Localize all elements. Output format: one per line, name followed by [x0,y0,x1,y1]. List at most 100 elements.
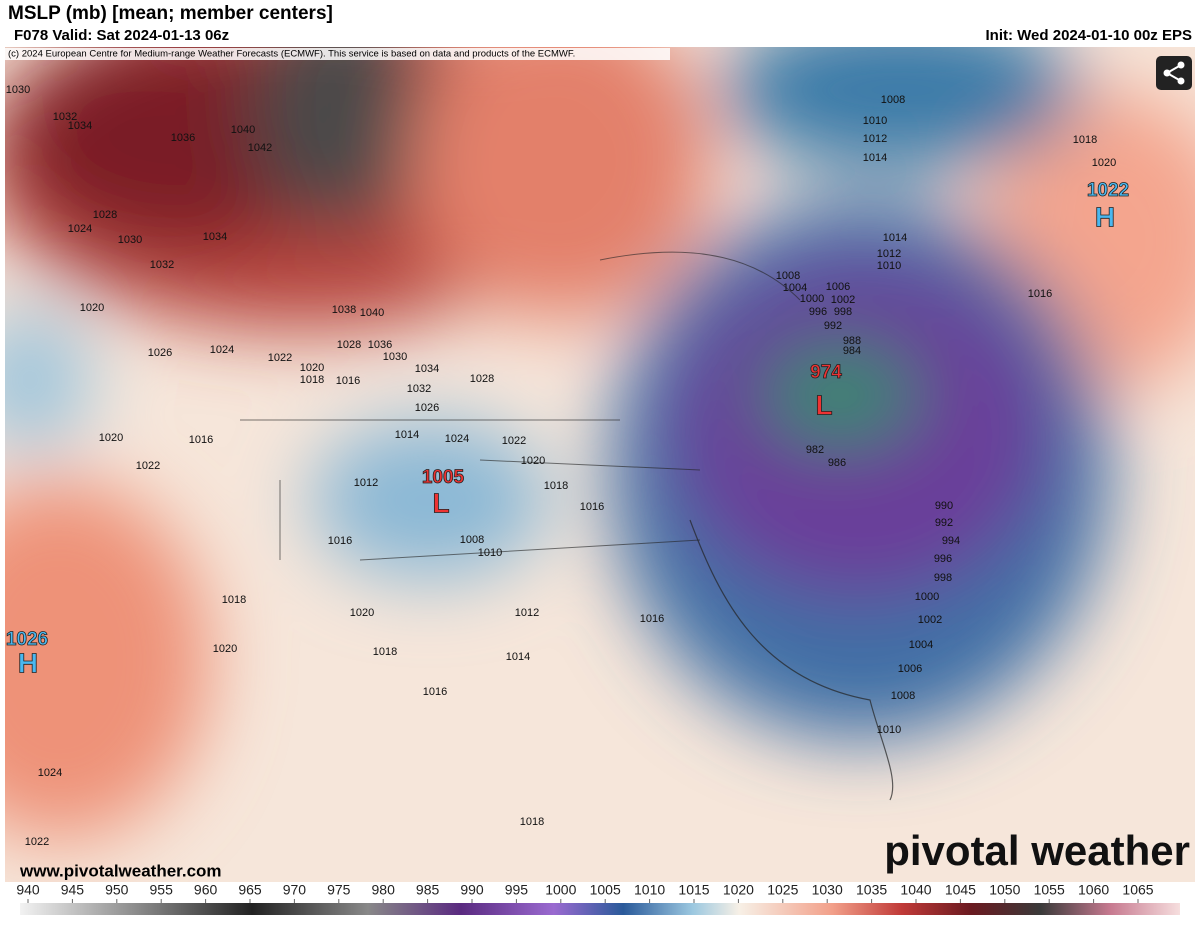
isobar-label: 984 [843,345,861,357]
isobar-label: 992 [935,517,953,529]
colorbar-tick-label: 960 [194,882,218,898]
isobar-label: 1018 [300,374,324,386]
isobar-label: 1034 [68,120,92,132]
center-value: 1005 [422,467,465,488]
isobar-label: 1018 [373,646,397,658]
isobar-label: 1004 [783,282,807,294]
colorbar-tick-label: 1045 [945,882,976,898]
colorbar-tick-label: 1055 [1034,882,1065,898]
isobar-label: 1018 [520,816,544,828]
colorbar-tick-label: 1025 [767,882,798,898]
isobar-label: 996 [934,553,952,565]
colorbar-tick-label: 1010 [634,882,665,898]
center-letter: L [432,487,449,518]
colorbar-tick-label: 940 [16,882,40,898]
isobar-label: 1030 [383,351,407,363]
isobar-label: 1014 [395,429,419,441]
isobar-label: 1016 [580,501,604,513]
isobar-label: 1024 [38,767,62,779]
isobar-label: 1022 [268,352,292,364]
colorbar-tick-label: 945 [61,882,85,898]
isobar-label: 1024 [210,344,234,356]
isobar-label: 1000 [800,293,824,305]
isobar-label: 1026 [415,402,439,414]
isobar-label: 1020 [300,362,324,374]
map [5,47,1195,882]
credit-bg [5,48,670,60]
isobar-label: 1030 [6,84,30,96]
isobar-label: 982 [806,444,824,456]
isobar-label: 1010 [877,260,901,272]
valid-time: F078 Valid: Sat 2024-01-13 06z [14,27,229,44]
isobar-label: 1020 [521,455,545,467]
colorbar-tick-label: 1050 [989,882,1020,898]
isobar-label: 1020 [350,607,374,619]
isobar-label: 1040 [231,124,255,136]
colorbar-tick-label: 975 [327,882,351,898]
isobar-label: 1020 [1092,157,1116,169]
center-letter: L [815,389,832,420]
isobar-label: 1006 [826,281,850,293]
brand: pivotal weather [884,827,1190,874]
isobar-label: 1022 [502,435,526,447]
colorbar-tick-label: 1020 [723,882,754,898]
isobar-label: 1018 [222,594,246,606]
isobar-label: 1036 [368,339,392,351]
isobar-label: 990 [935,500,953,512]
isobar-label: 1004 [909,639,933,651]
isobar-label: 1018 [544,480,568,492]
isobar-label: 992 [824,320,842,332]
colorbar-tick-label: 985 [416,882,440,898]
colorbar-tick-label: 990 [460,882,484,898]
colorbar-tick-label: 1000 [545,882,576,898]
isobar-label: 1028 [470,373,494,385]
isobar-label: 1006 [898,663,922,675]
isobar-label: 1040 [360,307,384,319]
isobar-label: 1008 [776,270,800,282]
isobar-label: 1018 [1073,134,1097,146]
isobar-label: 1036 [171,132,195,144]
isobar-label: 1010 [863,115,887,127]
isobar-label: 1024 [68,223,92,235]
isobar-label: 986 [828,457,846,469]
isobar-label: 1016 [328,535,352,547]
isobar-label: 1002 [831,294,855,306]
isobar-label: 1022 [25,836,49,848]
isobar-label: 1028 [93,209,117,221]
isobar-label: 1020 [99,432,123,444]
isobar-label: 1032 [407,383,431,395]
isobar-label: 1022 [136,460,160,472]
isobar-label: 1016 [640,613,664,625]
colorbar-tick-label: 950 [105,882,129,898]
isobar-label: 1032 [53,111,77,123]
isobar-label: 1016 [336,375,360,387]
isobar-label: 1008 [891,690,915,702]
center-letter: H [1095,201,1115,232]
isobar-label: 1028 [337,339,361,351]
isobar-label: 1012 [877,248,901,260]
isobar-label: 1030 [118,234,142,246]
center-letter: H [18,647,38,678]
init-time: Init: Wed 2024-01-10 00z EPS [986,27,1192,44]
center-value: 1022 [1087,180,1129,201]
colorbar-tick-label: 1065 [1122,882,1153,898]
isobar-label: 1038 [332,304,356,316]
title: MSLP (mb) [mean; member centers] [8,3,333,24]
isobar-label: 1008 [460,534,484,546]
colorbar-tick-label: 1035 [856,882,887,898]
isobar-label: 998 [834,306,852,318]
isobar-label: 1032 [150,259,174,271]
colorbar-tick-label: 1060 [1078,882,1109,898]
isobar-label: 1012 [515,607,539,619]
isobar-label: 1014 [883,232,907,244]
isobar-label: 1034 [415,363,439,375]
isobar-label: 1024 [445,433,469,445]
colorbar-scale [20,903,1180,915]
isobar-label: 1034 [203,231,227,243]
share-button[interactable] [1156,56,1192,90]
isobar-label: 1014 [863,152,887,164]
center-value: 1026 [6,629,48,650]
colorbar-tick-label: 1040 [900,882,931,898]
